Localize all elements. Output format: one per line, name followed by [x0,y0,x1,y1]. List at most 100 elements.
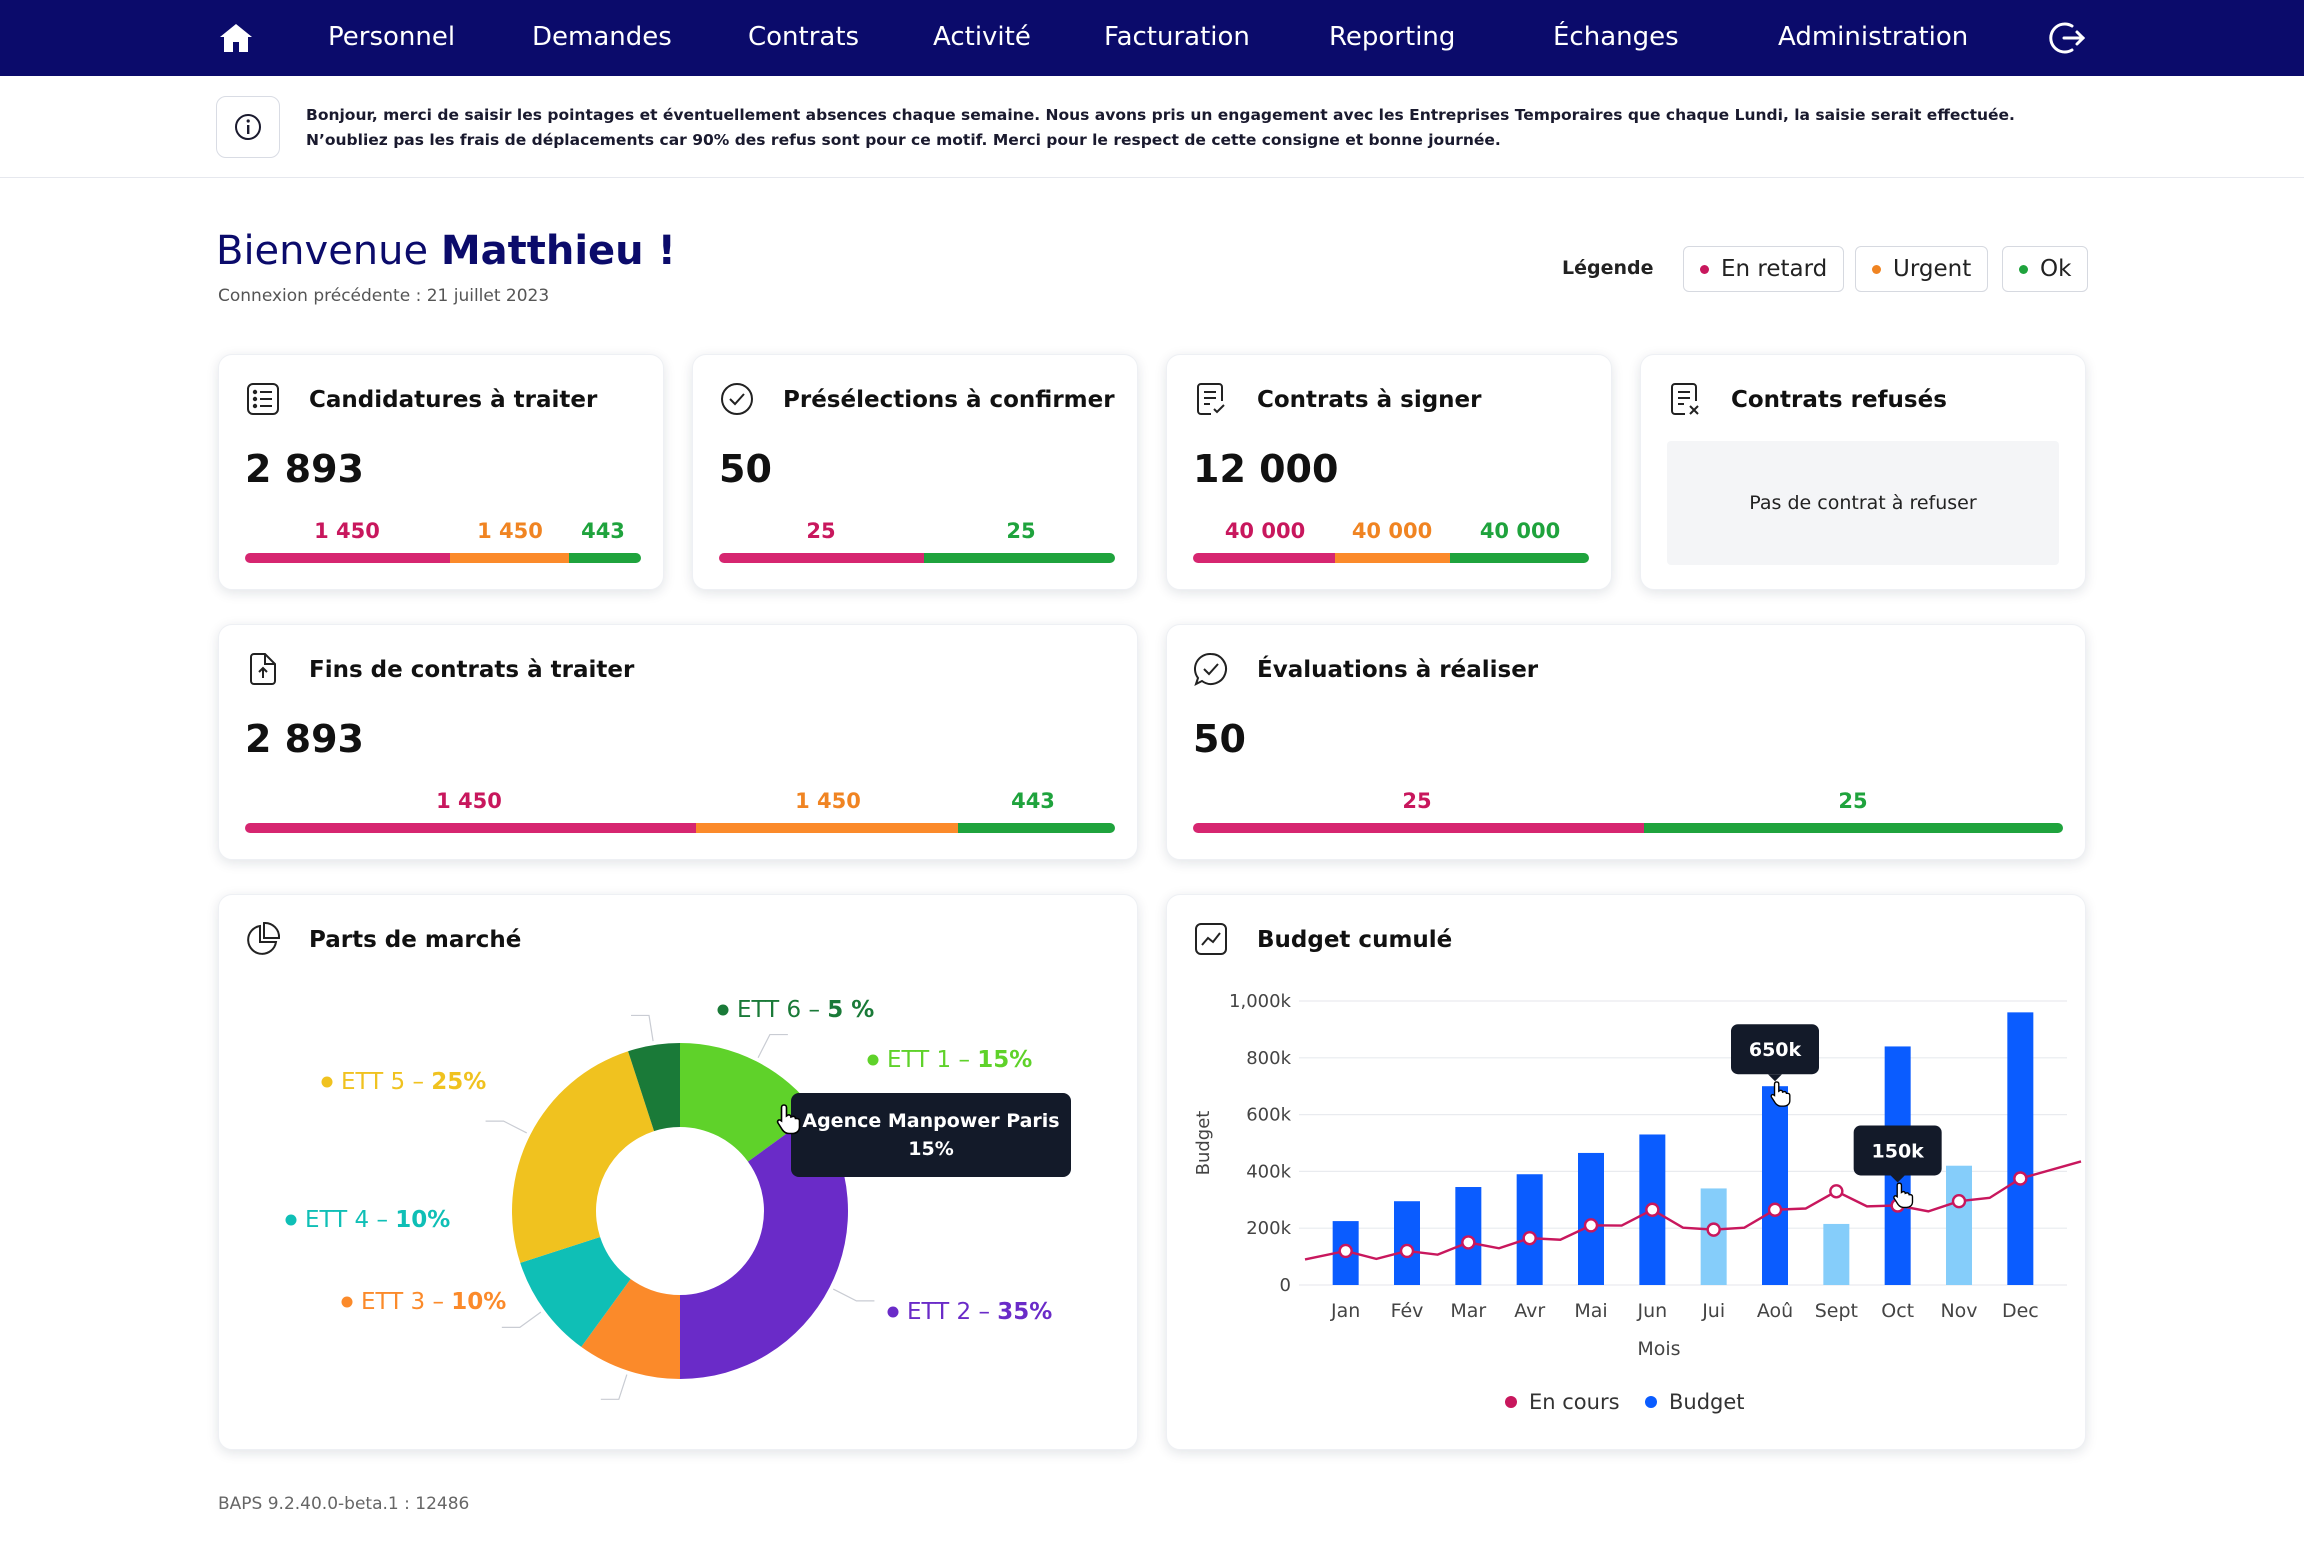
card-contrats-refuses[interactable]: Contrats refusés Pas de contrat à refuse… [1640,354,2086,590]
card-candidatures[interactable]: Candidatures à traiter 2 893 1 450 1 450… [218,354,664,590]
segment-labels: 25 25 [719,519,1115,547]
y-tick-label: 200k [1246,1218,1291,1239]
donut-slice-ett-2 [680,1112,848,1379]
x-tick-label: Sept [1815,1300,1858,1322]
status-progress-bar [245,823,1115,833]
welcome-title: Bienvenue Matthieu ! [216,228,676,274]
tooltip-label: 150k [1872,1140,1925,1162]
x-tick-label: Fév [1391,1300,1424,1322]
late-segment [245,823,696,833]
leader-line [600,1374,628,1400]
card-value: 2 893 [245,717,364,761]
slice-label: ETT 6 – 5 % [737,997,874,1023]
card-value: 12 000 [1193,447,1339,491]
hand-cursor-icon [1770,1081,1791,1107]
urgent-count: 1 450 [795,789,861,813]
leader-line [485,1120,528,1134]
en-cours-point [1645,1202,1660,1217]
budget-bar [1762,1086,1788,1285]
slice-label: ETT 1 – 15% [887,1047,1032,1073]
leader-line [501,1311,542,1328]
card-title: Contrats refusés [1731,387,1947,413]
ok-segment [924,553,1115,563]
en-cours-point [1338,1243,1353,1259]
contract-sign-icon [1193,381,1229,417]
slice-label: ETT 3 – 10% [361,1289,506,1315]
user-name: Matthieu ! [440,228,676,274]
nav-demandes[interactable]: Demandes [532,22,672,52]
budget-bar [1394,1201,1420,1285]
info-icon [216,96,280,158]
late-count: 25 [806,519,836,543]
urgent-segment [1335,553,1450,563]
card-value: 50 [1193,717,1246,761]
card-title: Parts de marché [309,927,522,953]
card-title: Contrats à signer [1257,387,1482,413]
nav-echanges[interactable]: Échanges [1553,22,1679,52]
tooltip-arrow [1890,1175,1905,1183]
contract-refused-icon [1667,381,1703,417]
status-progress-bar [245,553,641,563]
nav-administration[interactable]: Administration [1778,22,1969,52]
late-segment [1193,553,1336,563]
ok-count: 443 [581,519,625,543]
leader-line [832,1288,875,1302]
card-title: Évaluations à réaliser [1257,657,1539,683]
chart-tooltip: 650k [1731,1024,1819,1082]
card-value: 2 893 [245,447,364,491]
nav-reporting[interactable]: Reporting [1329,22,1456,52]
nav-activite[interactable]: Activité [933,22,1031,52]
empty-state: Pas de contrat à refuser [1667,441,2059,565]
tooltip-box [1731,1024,1819,1075]
en-cours-point [1951,1194,1967,1209]
urgent-dot-icon [1872,264,1881,274]
segment-labels: 1 450 1 450 443 [245,519,641,547]
legend-dot-icon [1505,1396,1517,1408]
leader-line [757,1033,788,1059]
late-segment [245,553,451,563]
tooltip-label: 650k [1749,1039,1802,1061]
legend-dot-icon [285,1214,297,1226]
late-count: 1 450 [314,519,380,543]
en-cours-line [1304,1160,2082,1261]
x-tick-label: Oct [1881,1300,1914,1322]
x-tick-label: Aoû [1757,1300,1793,1322]
ok-segment [569,553,641,563]
legend-chip-ok[interactable]: Ok [2002,246,2089,292]
card-evaluations[interactable]: Évaluations à réaliser 50 25 25 [1166,624,2086,860]
segment-labels: 40 000 40 000 40 000 [1193,519,1589,547]
en-cours-point [1522,1230,1537,1246]
x-tick-label: Avr [1514,1300,1545,1322]
legend-chip-en-retard[interactable]: En retard [1683,246,1845,292]
card-preselections[interactable]: Présélections à confirmer 50 25 25 [692,354,1138,590]
ok-count: 25 [1006,519,1036,543]
x-tick-label: Mai [1574,1300,1607,1322]
nav-personnel[interactable]: Personnel [328,22,456,52]
y-tick-label: 400k [1246,1161,1291,1182]
legend-dot-icon [321,1076,333,1088]
legend-label: Légende [1562,257,1654,279]
budget-bar [1516,1174,1543,1285]
logout-icon[interactable] [2048,18,2088,58]
nav-facturation[interactable]: Facturation [1104,22,1250,52]
tooltip-arrow [1768,1074,1782,1082]
late-count: 1 450 [436,789,502,813]
donut-chart: ETT 1 – 15% ETT 2 – 35% ETT 3 – 10% ETT 4 –… [285,997,1052,1400]
banner-message: Bonjour, merci de saisir les pointages e… [306,106,2015,149]
legend-chip-urgent[interactable]: Urgent [1855,246,1989,292]
late-count: 40 000 [1224,519,1306,543]
donut-slice-ett-5 [512,1051,655,1263]
card-title: Fins de contrats à traiter [309,657,635,683]
info-banner: Bonjour, merci de saisir les pointages e… [0,76,2304,178]
trend-chart-icon [1193,921,1229,957]
home-icon[interactable] [216,18,256,58]
slice-label: ETT 4 – 10% [305,1207,450,1233]
hand-cursor-icon [775,1103,803,1139]
donut-slice-ett-4 [520,1236,631,1347]
leader-line [631,1014,654,1042]
card-title: Budget cumulé [1257,927,1453,953]
nav-contrats[interactable]: Contrats [748,22,860,52]
card-fins-contrats[interactable]: Fins de contrats à traiter 2 893 1 450 1… [218,624,1138,860]
card-contrats-signer[interactable]: Contrats à signer 12 000 40 000 40 000 4… [1166,354,1612,590]
list-icon [245,381,281,417]
